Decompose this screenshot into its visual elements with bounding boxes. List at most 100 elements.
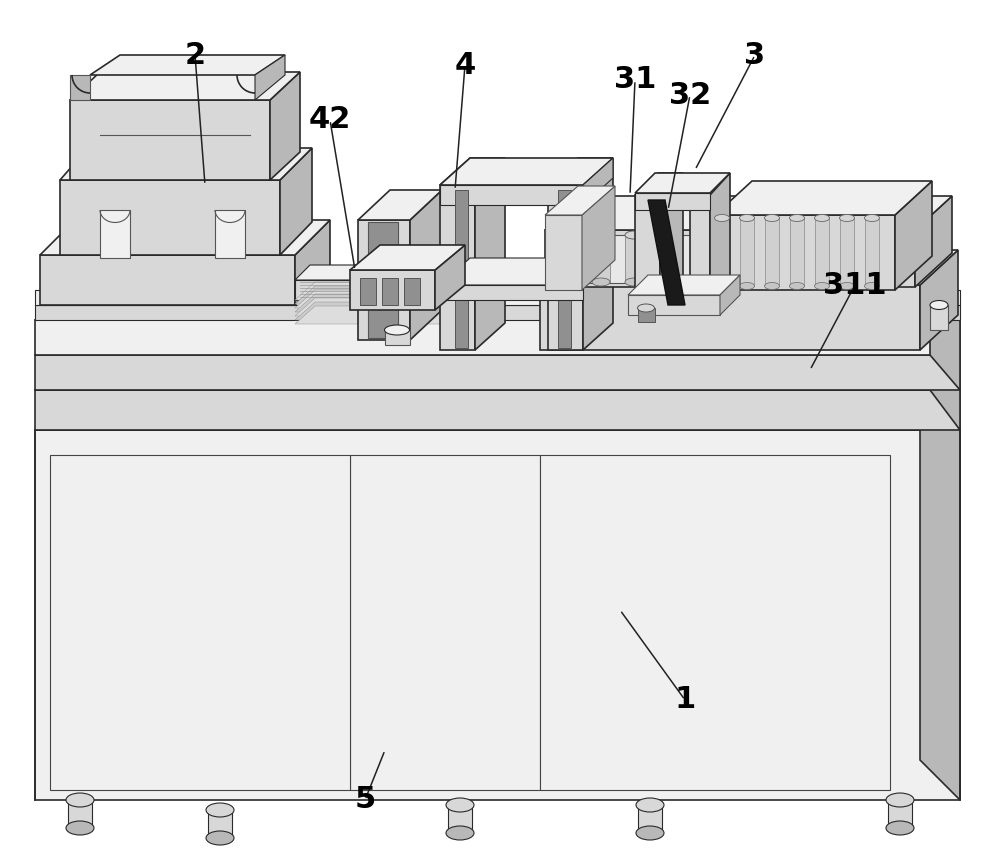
- Polygon shape: [350, 455, 540, 790]
- Ellipse shape: [840, 215, 854, 222]
- Polygon shape: [635, 173, 683, 195]
- Polygon shape: [583, 158, 613, 350]
- Polygon shape: [635, 173, 730, 193]
- Polygon shape: [350, 245, 465, 270]
- Polygon shape: [35, 285, 960, 320]
- Ellipse shape: [814, 283, 830, 289]
- Text: 5: 5: [354, 785, 376, 814]
- Polygon shape: [448, 805, 472, 833]
- Text: 42: 42: [309, 106, 351, 135]
- Polygon shape: [295, 294, 460, 312]
- Ellipse shape: [864, 283, 880, 289]
- Ellipse shape: [757, 231, 775, 239]
- Polygon shape: [440, 158, 613, 185]
- Polygon shape: [295, 220, 330, 305]
- Polygon shape: [35, 390, 960, 430]
- Polygon shape: [635, 195, 660, 310]
- Ellipse shape: [840, 283, 854, 289]
- Ellipse shape: [864, 215, 880, 222]
- Text: 311: 311: [823, 271, 887, 300]
- Ellipse shape: [757, 278, 775, 286]
- Polygon shape: [559, 235, 577, 282]
- Polygon shape: [548, 185, 583, 350]
- Polygon shape: [295, 302, 460, 320]
- Polygon shape: [255, 55, 285, 100]
- Polygon shape: [35, 350, 960, 390]
- Polygon shape: [35, 305, 960, 320]
- Polygon shape: [920, 250, 958, 350]
- Ellipse shape: [559, 278, 577, 286]
- Ellipse shape: [886, 793, 914, 807]
- Ellipse shape: [814, 215, 830, 222]
- Text: 2: 2: [184, 40, 206, 70]
- Polygon shape: [790, 235, 808, 282]
- Polygon shape: [638, 805, 662, 833]
- Polygon shape: [628, 295, 720, 315]
- Polygon shape: [660, 173, 683, 310]
- Polygon shape: [70, 100, 270, 180]
- Polygon shape: [295, 290, 460, 308]
- Polygon shape: [35, 430, 960, 800]
- Polygon shape: [440, 258, 613, 285]
- Ellipse shape: [856, 278, 874, 286]
- Polygon shape: [215, 210, 245, 258]
- Polygon shape: [724, 235, 742, 282]
- Polygon shape: [740, 218, 754, 286]
- Ellipse shape: [790, 231, 808, 239]
- Polygon shape: [840, 218, 854, 286]
- Ellipse shape: [740, 215, 755, 222]
- Polygon shape: [60, 148, 312, 180]
- Text: 32: 32: [669, 81, 711, 109]
- Ellipse shape: [638, 304, 654, 312]
- Polygon shape: [280, 148, 312, 255]
- Polygon shape: [548, 158, 613, 185]
- Polygon shape: [40, 220, 330, 255]
- Polygon shape: [888, 800, 912, 828]
- Ellipse shape: [66, 793, 94, 807]
- Polygon shape: [930, 305, 948, 330]
- Ellipse shape: [790, 278, 808, 286]
- Polygon shape: [440, 158, 505, 185]
- Ellipse shape: [206, 803, 234, 817]
- Polygon shape: [295, 280, 430, 300]
- Polygon shape: [368, 222, 398, 338]
- Polygon shape: [35, 390, 960, 430]
- Polygon shape: [691, 235, 709, 282]
- Polygon shape: [40, 255, 295, 305]
- Polygon shape: [690, 195, 710, 310]
- Polygon shape: [100, 210, 130, 258]
- Polygon shape: [540, 250, 958, 285]
- Polygon shape: [865, 218, 879, 286]
- Ellipse shape: [823, 278, 841, 286]
- Ellipse shape: [625, 231, 643, 239]
- Ellipse shape: [384, 325, 410, 335]
- Ellipse shape: [636, 798, 664, 812]
- Ellipse shape: [625, 278, 643, 286]
- Polygon shape: [545, 186, 615, 215]
- Polygon shape: [715, 181, 932, 215]
- Ellipse shape: [724, 231, 742, 239]
- Polygon shape: [295, 265, 445, 280]
- Ellipse shape: [856, 231, 874, 239]
- Polygon shape: [270, 72, 300, 180]
- Polygon shape: [765, 218, 779, 286]
- Polygon shape: [558, 190, 571, 348]
- Polygon shape: [295, 286, 460, 304]
- Polygon shape: [68, 800, 92, 828]
- Ellipse shape: [740, 283, 755, 289]
- Ellipse shape: [823, 231, 841, 239]
- Polygon shape: [815, 218, 829, 286]
- Ellipse shape: [691, 231, 709, 239]
- Polygon shape: [410, 190, 442, 340]
- Polygon shape: [440, 185, 583, 205]
- Polygon shape: [592, 235, 610, 282]
- Polygon shape: [715, 215, 895, 290]
- Ellipse shape: [790, 283, 804, 289]
- Ellipse shape: [930, 301, 948, 309]
- Ellipse shape: [765, 215, 780, 222]
- Polygon shape: [70, 75, 90, 100]
- Polygon shape: [35, 355, 960, 390]
- Polygon shape: [350, 270, 435, 310]
- Text: 1: 1: [674, 685, 696, 715]
- Polygon shape: [545, 215, 582, 290]
